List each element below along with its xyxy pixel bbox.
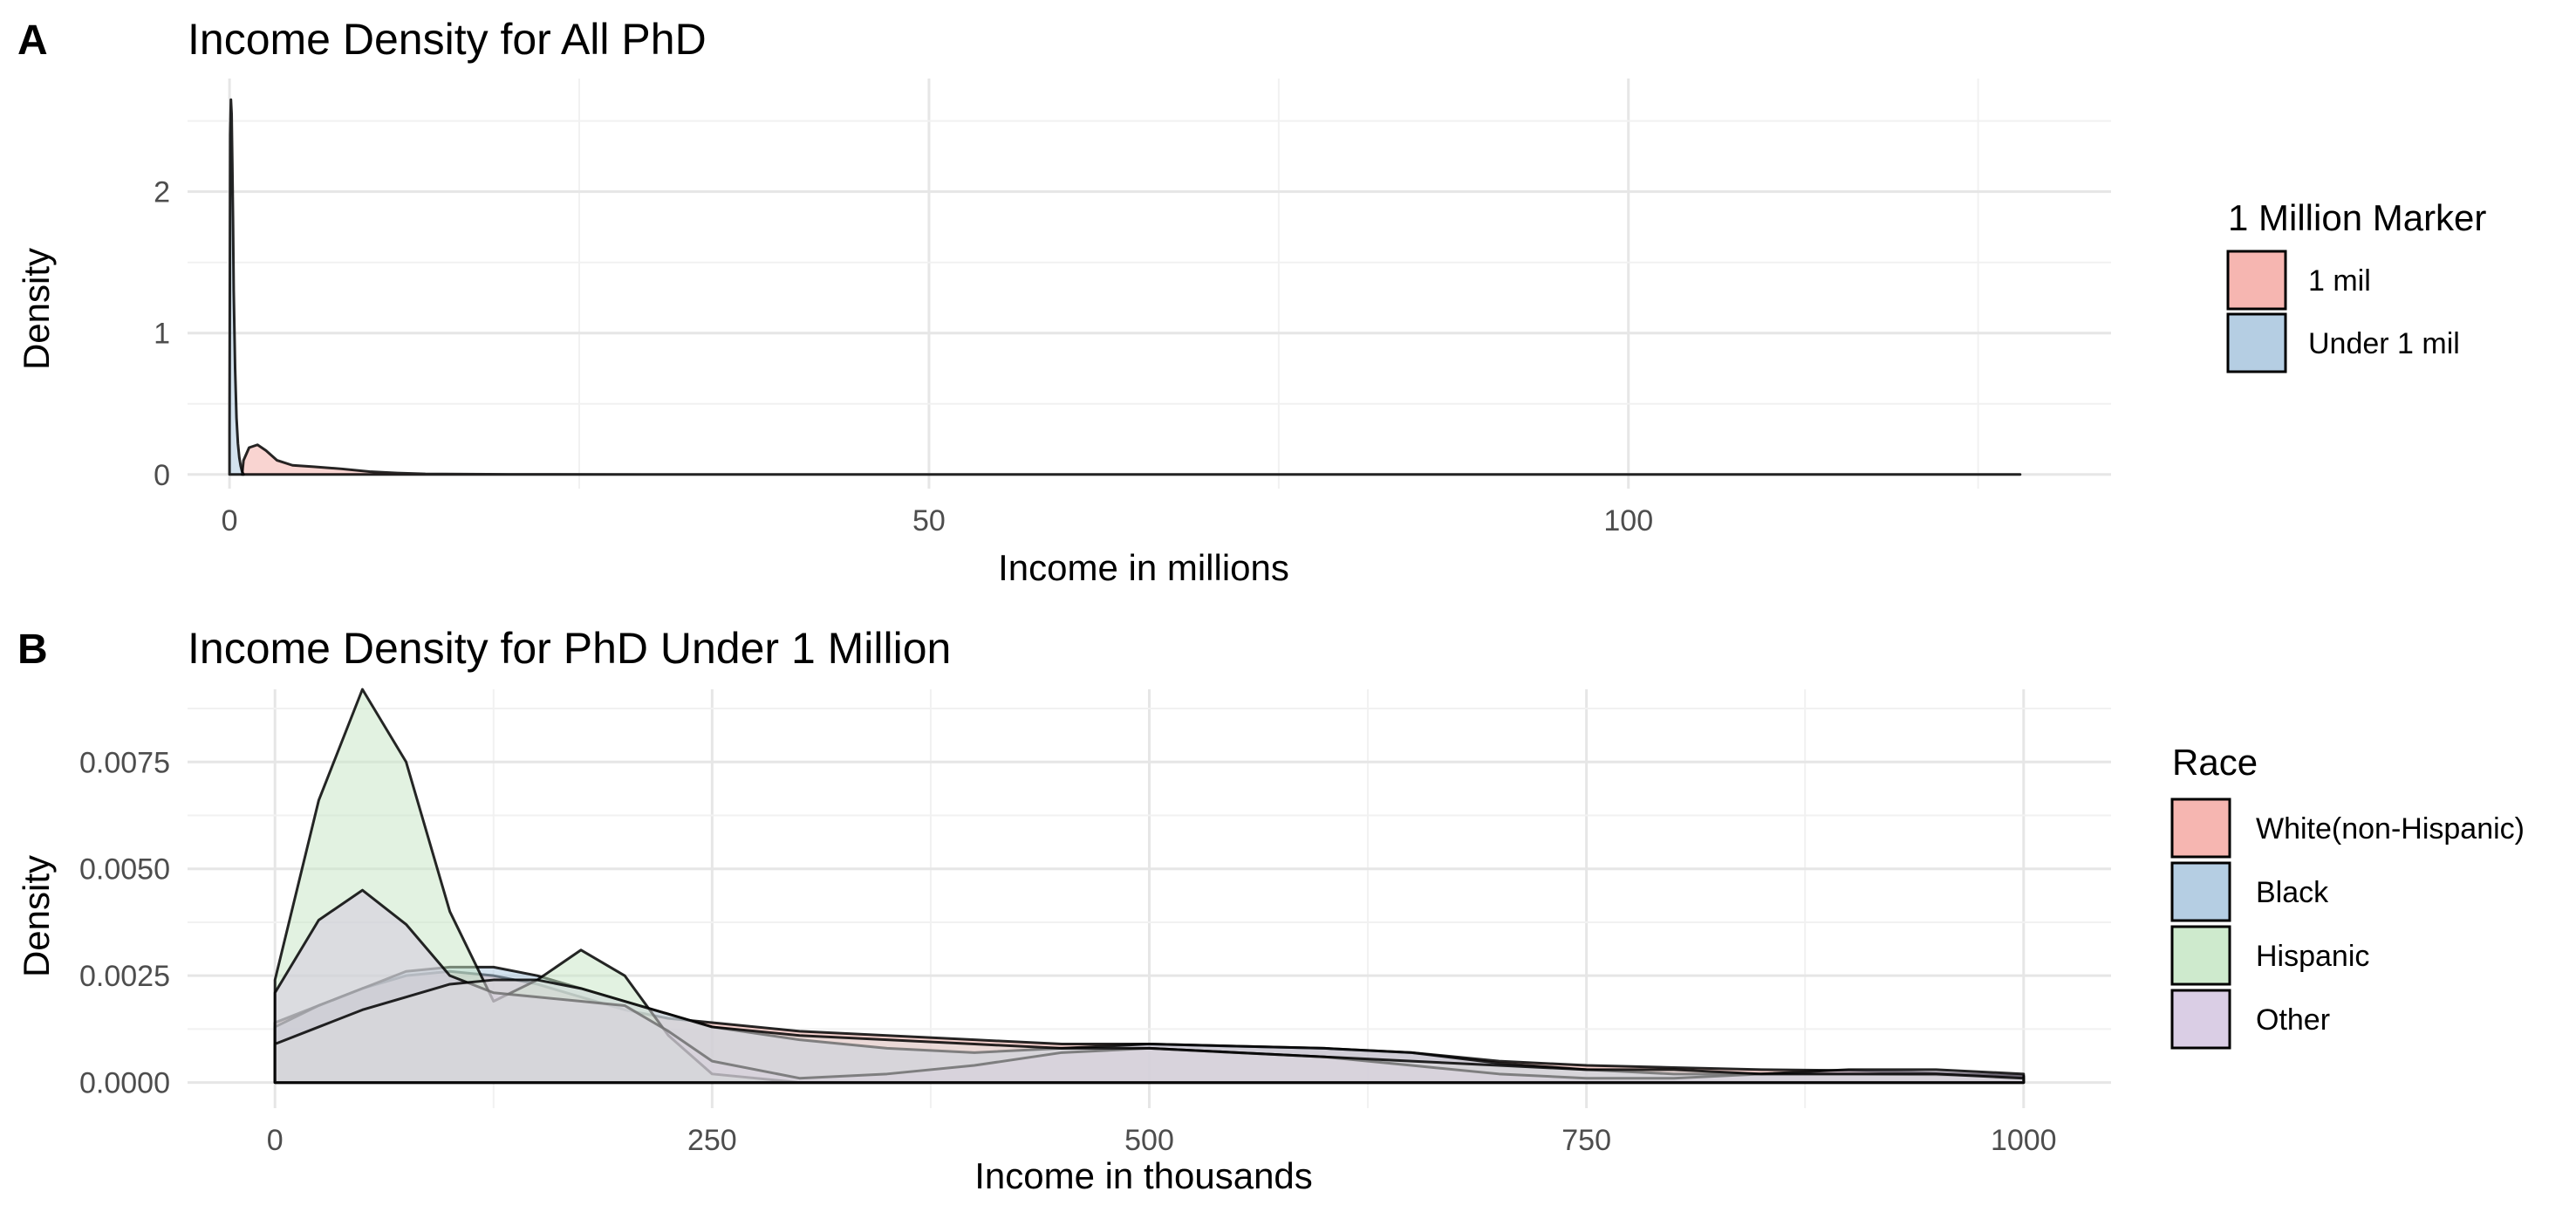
density-area-under-1-mil	[228, 98, 245, 476]
y-tick-labels-a: 0 1 2	[154, 176, 170, 492]
x-tick-label: 1000	[1991, 1124, 2057, 1157]
x-axis-label-b: Income in thousands	[974, 1155, 1313, 1196]
legend-key	[2226, 250, 2287, 311]
x-tick-labels-b: 0 250 500 750 1000	[267, 1124, 2057, 1157]
legend-key	[2170, 861, 2231, 922]
legend-label: Other	[2256, 1003, 2330, 1037]
legend-key	[2170, 798, 2231, 859]
x-tick-label: 50	[912, 504, 946, 537]
panel-tag-a: A	[17, 17, 48, 64]
panel-a: A Income Density for All PhD 0 50 100 012 …	[16, 15, 2486, 588]
legend-label: Black	[2256, 876, 2329, 909]
y-tick-labels-b: 0.0000 0.0025 0.0050 0.0075	[79, 746, 170, 1099]
y-tick-label: 0.0050	[79, 853, 170, 887]
y-tick-label: 2	[154, 176, 170, 209]
legend-key	[2170, 989, 2231, 1050]
chart-title-b: Income Density for PhD Under 1 Million	[188, 624, 951, 673]
chart-title-a: Income Density for All PhD	[188, 15, 707, 64]
legend-b: Race White(non-Hispanic) Black Hispanic Oth…	[2170, 742, 2525, 1050]
legend-label: 1 mil	[2308, 264, 2371, 298]
legend-a: 1 Million Marker 1 mil Under 1 mil	[2226, 197, 2486, 373]
legend-key	[2170, 925, 2231, 986]
x-tick-label: 0	[267, 1124, 284, 1157]
legend-title-a: 1 Million Marker	[2228, 197, 2486, 238]
legend-label: White(non-Hispanic)	[2256, 812, 2525, 846]
x-tick-label: 750	[1561, 1124, 1611, 1157]
y-tick-label: 0.0075	[79, 746, 170, 779]
y-tick-label: 1	[154, 318, 170, 351]
density-area-series-4	[273, 978, 2026, 1085]
x-tick-label: 250	[687, 1124, 737, 1157]
density-area-1-mil	[241, 443, 2022, 476]
legend-label: Under 1 mil	[2308, 327, 2460, 360]
legend-title-b: Race	[2172, 742, 2258, 783]
density-areas-b	[273, 688, 2026, 1085]
x-tick-labels-a: 0 50 100	[222, 504, 1653, 537]
grid-a	[188, 79, 2111, 489]
panel-b: B Income Density for PhD Under 1 Million…	[16, 624, 2525, 1196]
x-axis-label-a: Income in millions	[998, 547, 1289, 588]
legend-label: Hispanic	[2256, 940, 2369, 973]
x-tick-label: 100	[1603, 504, 1653, 537]
y-tick-label: 0.0000	[79, 1067, 170, 1100]
panel-tag-b: B	[17, 626, 48, 673]
x-tick-label: 0	[222, 504, 238, 537]
legend-items-a: 1 mil Under 1 mil	[2226, 250, 2460, 373]
y-axis-label-a: Density	[16, 248, 57, 370]
x-tick-label: 500	[1124, 1124, 1174, 1157]
y-tick-label: 0	[154, 459, 170, 492]
y-tick-label: 0.0025	[79, 960, 170, 993]
legend-items-b: White(non-Hispanic) Black Hispanic Other	[2170, 798, 2525, 1050]
y-axis-label-b: Density	[16, 855, 57, 977]
legend-key	[2226, 312, 2287, 373]
density-areas-a	[228, 98, 2022, 476]
